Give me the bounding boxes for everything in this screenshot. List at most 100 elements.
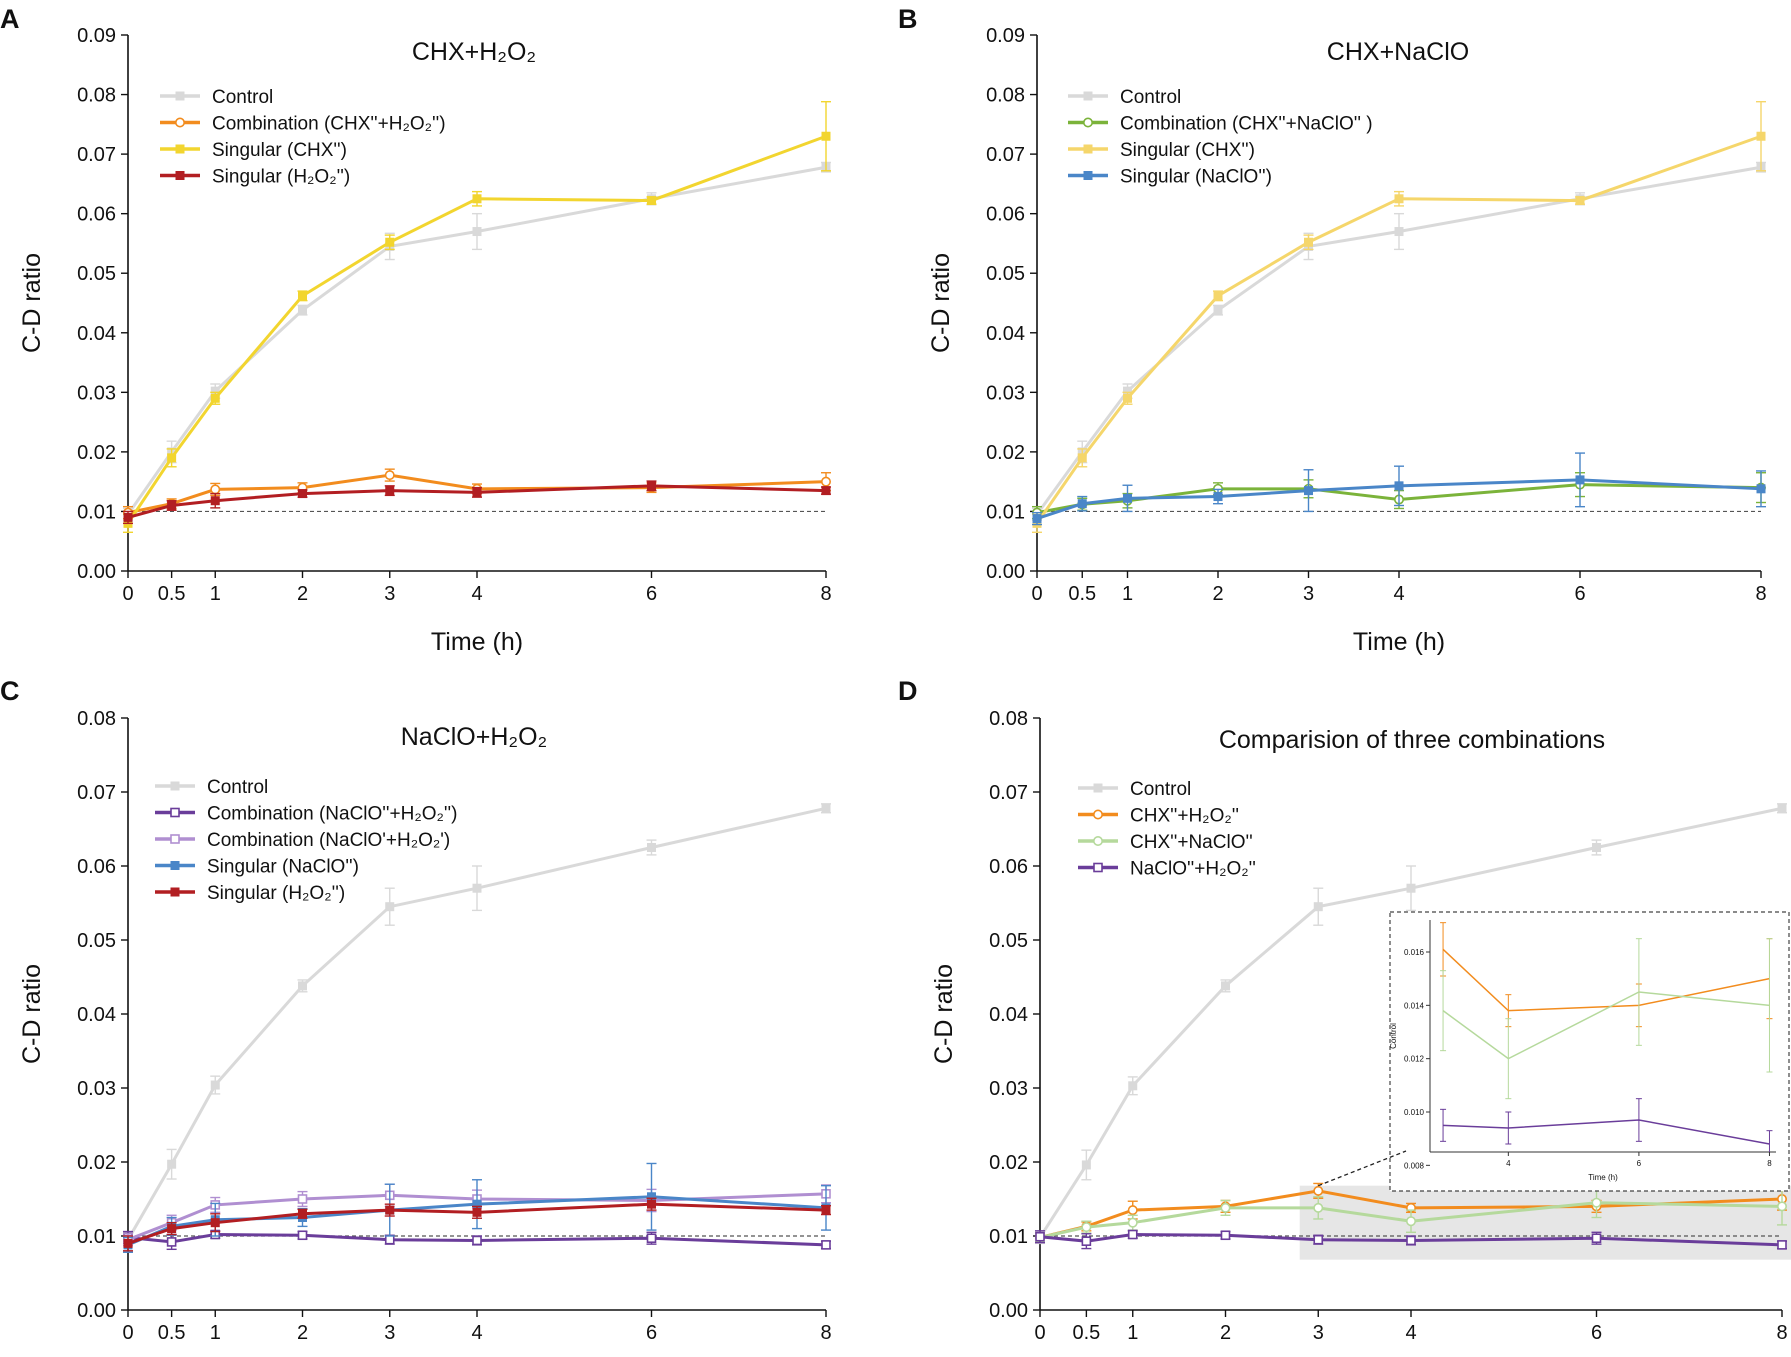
data-point <box>1213 305 1223 315</box>
legend: Control Combination (CHX''+H₂O₂'') Singula… <box>160 87 446 188</box>
data-point <box>1077 453 1087 463</box>
y-tick-label: 0.05 <box>77 263 116 285</box>
x-tick-label: 0 <box>122 1322 133 1344</box>
legend-label: Singular (NaClO'') <box>207 857 359 878</box>
data-point <box>1591 1233 1602 1244</box>
inset-y-tick-label: 0.016 <box>1404 948 1425 957</box>
y-tick-label: 0.01 <box>77 501 116 523</box>
y-tick-label: 0.03 <box>77 1078 116 1100</box>
legend-label: Combination (CHX''+NaClO'' ) <box>1120 114 1373 135</box>
chart-title: Comparision of three combinations <box>1219 726 1605 754</box>
data-point <box>385 1205 395 1215</box>
y-tick-label: 0.09 <box>77 25 116 47</box>
data-point <box>297 1194 308 1204</box>
data-point <box>167 453 177 463</box>
data-point <box>1777 803 1787 813</box>
legend-label: Control <box>212 87 273 108</box>
panel-d: D 0.00 0.01 0.02 0.03 0.04 0.05 0.06 0.07 0.08 0 0.… <box>898 676 1791 1344</box>
inset-y-tick-label: 0.010 <box>1404 1108 1425 1117</box>
inset: 0.008 0.010 0.012 0.014 0.016 4 6 8 Time (h) Cont… <box>1318 911 1790 1192</box>
data-point <box>1032 514 1042 524</box>
x-tick-label: 2 <box>1220 1322 1231 1344</box>
data-point <box>1394 194 1404 204</box>
data-point <box>166 1237 177 1247</box>
y-tick-label: 0.00 <box>77 1300 116 1322</box>
legend-marker <box>175 171 185 180</box>
panel-label: A <box>0 4 20 34</box>
inset-series-line <box>1442 991 1770 1060</box>
y-tick-label: 0.06 <box>77 856 116 878</box>
x-tick-label: 6 <box>1574 583 1585 605</box>
data-point <box>1213 492 1223 502</box>
panel-c: C 0.00 0.01 0.02 0.03 0.04 0.05 0.06 0.07 0.08 0 0.… <box>0 676 832 1344</box>
legend-marker <box>170 807 180 818</box>
y-tick-label: 0.01 <box>986 501 1025 523</box>
legend-marker <box>170 834 180 844</box>
data-point <box>1777 1201 1788 1212</box>
legend-label: Singular (CHX'') <box>212 140 347 161</box>
data-point <box>821 803 831 813</box>
x-tick-label: 0.5 <box>158 583 186 605</box>
y-tick-label: 0.03 <box>986 382 1025 404</box>
chart-title: NaClO+H₂O₂ <box>401 723 548 751</box>
y-tick-label: 0.05 <box>77 930 116 952</box>
series-line <box>127 1192 827 1242</box>
inset-x-tick-label: 6 <box>1637 1159 1642 1168</box>
x-axis-label: Time (h) <box>431 628 523 656</box>
data-point <box>1220 1202 1231 1213</box>
data-point <box>1406 1235 1416 1246</box>
series-line <box>126 165 827 516</box>
data-point <box>647 843 656 852</box>
inset-x-axis-label: Time (h) <box>1588 1173 1618 1182</box>
data-point <box>298 291 307 301</box>
y-tick-label: 0.04 <box>77 1004 116 1026</box>
data-point <box>1220 1230 1231 1241</box>
x-tick-label: 8 <box>1776 1322 1787 1344</box>
y-tick-label: 0.04 <box>77 323 116 345</box>
series-line <box>127 1202 827 1245</box>
data-point <box>385 237 395 247</box>
data-point <box>384 1234 395 1245</box>
data-point <box>821 486 831 496</box>
legend-label: Combination (NaClO''+H₂O₂'') <box>207 804 457 825</box>
inset-y-tick-label: 0.014 <box>1404 1001 1425 1010</box>
data-point <box>384 470 395 481</box>
inset-series-2 <box>1440 938 1773 1100</box>
data-point <box>1592 843 1601 852</box>
legend-label: Combination (NaClO'+H₂O₂') <box>207 830 450 851</box>
data-point <box>821 1240 831 1250</box>
legend-marker <box>175 117 186 128</box>
inset-y-tick-label: 0.008 <box>1404 1161 1425 1170</box>
series-line <box>127 1233 827 1247</box>
x-tick-label: 6 <box>646 583 657 605</box>
y-tick-label: 0.06 <box>989 856 1028 878</box>
inset-frame <box>1389 911 1790 1192</box>
data-point <box>472 194 482 204</box>
data-point <box>472 227 482 237</box>
data-point <box>1777 1240 1787 1250</box>
inset-x-tick-label: 8 <box>1767 1159 1772 1168</box>
y-tick-label: 0.07 <box>986 144 1025 166</box>
y-tick-label: 0.03 <box>989 1078 1028 1100</box>
data-point <box>1591 1197 1602 1208</box>
data-point <box>123 1238 133 1248</box>
legend-label: Control <box>207 777 268 798</box>
y-axis-label: C-D ratio <box>18 253 46 353</box>
data-point <box>1081 1236 1092 1246</box>
legend-label: Control <box>1120 87 1181 108</box>
y-tick-label: 0.02 <box>989 1152 1028 1174</box>
data-point <box>647 1199 656 1209</box>
y-tick-label: 0.09 <box>986 25 1025 47</box>
panel-b: B 0.00 0.01 0.02 0.03 0.04 0.05 0.06 0.07 0.08 0.0… <box>898 4 1767 656</box>
x-tick-label: 4 <box>1405 1322 1416 1344</box>
y-tick-label: 0.06 <box>77 204 116 226</box>
data-point <box>1756 131 1766 141</box>
data-point <box>1081 1160 1091 1170</box>
y-tick-label: 0.05 <box>986 263 1025 285</box>
series-line <box>1038 806 1783 1239</box>
legend-marker <box>170 887 180 897</box>
panel-label: B <box>898 4 918 34</box>
data-point <box>1213 291 1223 301</box>
data-point <box>1035 1231 1045 1242</box>
